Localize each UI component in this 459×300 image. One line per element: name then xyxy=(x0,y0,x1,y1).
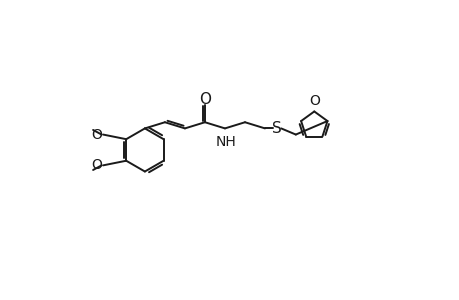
Text: O: O xyxy=(91,158,102,172)
Text: NH: NH xyxy=(215,135,235,148)
Text: O: O xyxy=(199,92,211,107)
Text: O: O xyxy=(91,128,102,142)
Text: O: O xyxy=(309,94,320,108)
Text: S: S xyxy=(272,121,281,136)
